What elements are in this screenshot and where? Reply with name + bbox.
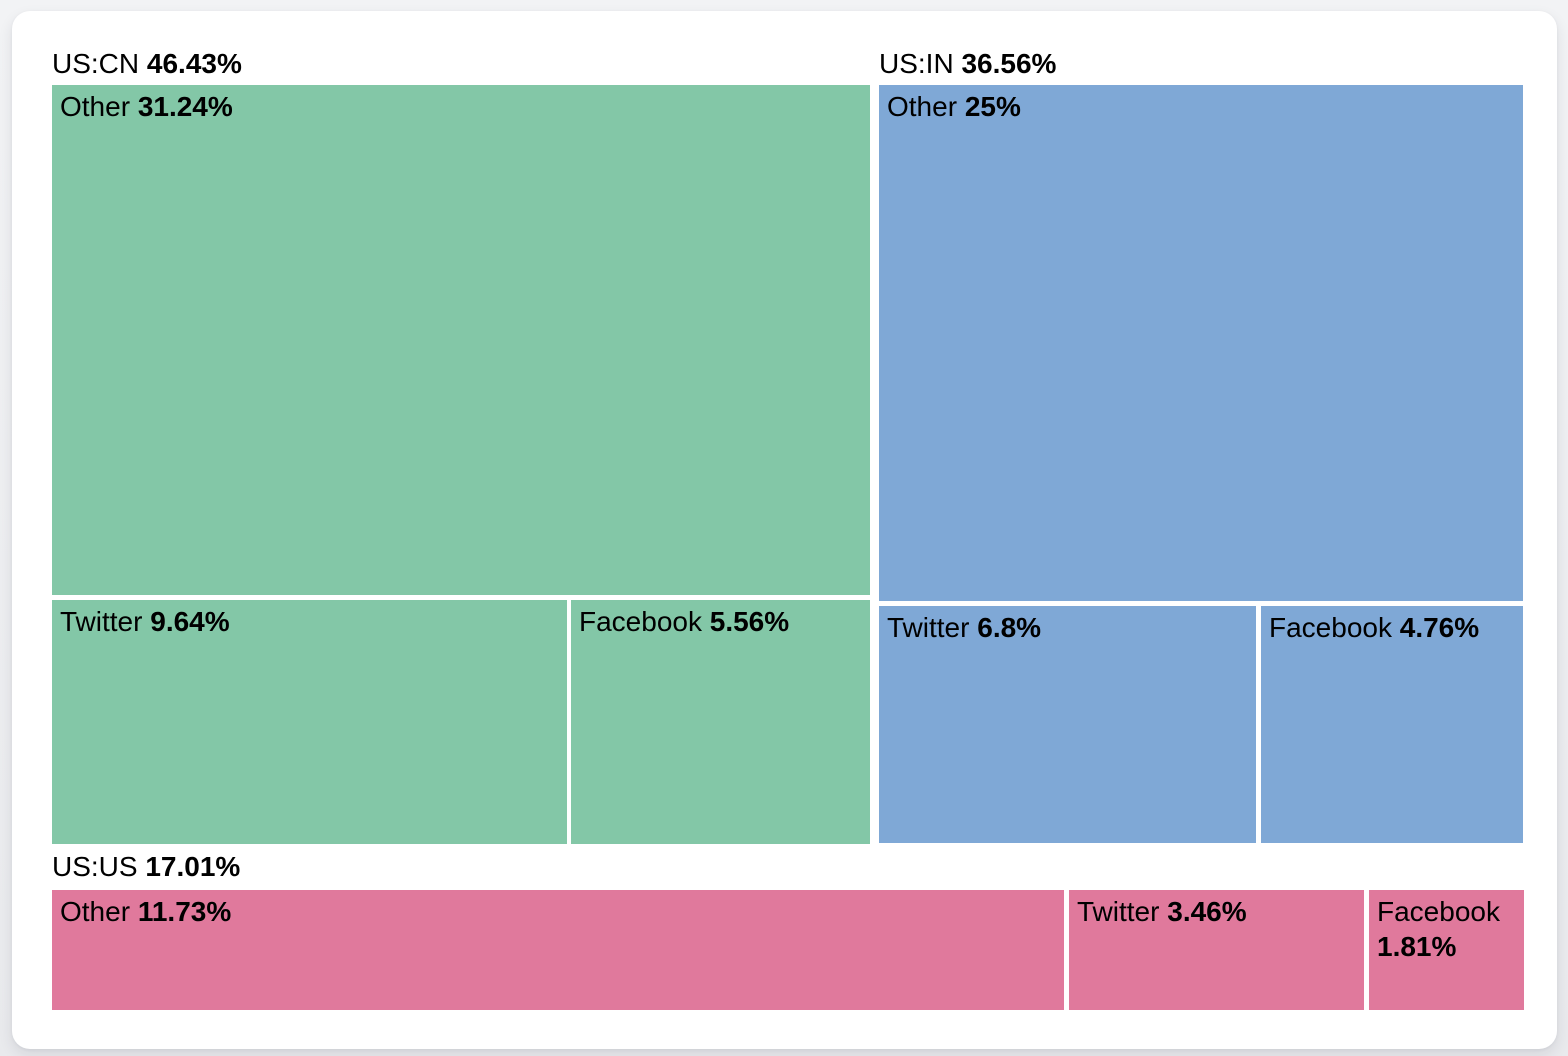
group-header-us-us: US:US 17.01% [52,850,240,884]
cell-label: Twitter 9.64% [60,606,230,637]
treemap-cell-us-in-twitter[interactable]: Twitter 6.8% [879,606,1256,843]
cell-label: Other 25% [887,91,1021,122]
group-header-us-cn: US:CN 46.43% [52,47,242,81]
cell-label: Twitter 6.8% [887,612,1042,643]
cell-label: Facebook 1.81% [1377,896,1500,962]
treemap-cell-us-cn-other[interactable]: Other 31.24% [52,85,870,595]
group-share: 36.56% [961,48,1057,79]
cell-label: Twitter 3.46% [1077,896,1247,927]
group-name: US:US [52,851,138,882]
treemap-cell-us-cn-facebook[interactable]: Facebook 5.56% [571,600,870,844]
cell-label: Facebook 5.56% [579,606,790,637]
treemap-cell-us-us-twitter[interactable]: Twitter 3.46% [1069,890,1364,1010]
treemap-card: US:CN 46.43% Other 31.24% Twitter 9.64% … [12,11,1557,1049]
group-name: US:IN [879,48,954,79]
group-share: 46.43% [146,48,242,79]
cell-label: Facebook 4.76% [1269,612,1480,643]
treemap-cell-us-us-other[interactable]: Other 11.73% [52,890,1064,1010]
group-name: US:CN [52,48,140,79]
group-header-us-in: US:IN 36.56% [879,47,1056,81]
treemap-cell-us-in-other[interactable]: Other 25% [879,85,1523,601]
treemap-cell-us-cn-twitter[interactable]: Twitter 9.64% [52,600,567,844]
cell-label: Other 31.24% [60,91,233,122]
treemap-cell-us-in-facebook[interactable]: Facebook 4.76% [1261,606,1523,843]
treemap-cell-us-us-facebook[interactable]: Facebook 1.81% [1369,890,1524,1010]
cell-label: Other 11.73% [60,896,232,927]
group-share: 17.01% [145,851,241,882]
treemap-chart: US:CN 46.43% Other 31.24% Twitter 9.64% … [12,11,1557,1049]
